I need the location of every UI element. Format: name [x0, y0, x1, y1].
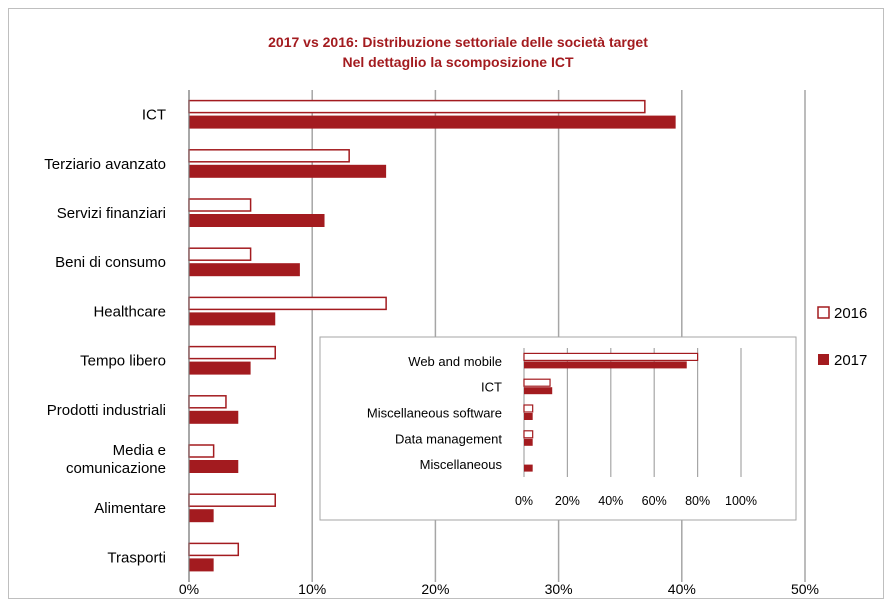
category-label: comunicazione [66, 460, 166, 477]
bar-2017 [189, 115, 676, 129]
bar-2016 [188, 149, 350, 163]
inset-category-label: Data management [395, 431, 502, 446]
category-label: Beni di consumo [55, 254, 166, 271]
bar-2016 [188, 493, 276, 507]
legend-label-2016: 2016 [834, 305, 867, 322]
chart-title: 2017 vs 2016: Distribuzione settoriale d… [268, 34, 648, 50]
inset-bar-2016 [523, 378, 551, 387]
bar-2016 [188, 444, 215, 458]
bar-2017 [189, 164, 387, 178]
x-tick-label: 40% [668, 581, 696, 597]
bar-2017 [189, 263, 300, 277]
inset-x-tick-label: 40% [598, 494, 623, 508]
bar-2016 [188, 296, 387, 311]
x-tick-label: 50% [791, 581, 819, 597]
bar-2017 [189, 361, 251, 375]
legend-label-2017: 2017 [834, 352, 867, 369]
bar-2017 [189, 214, 325, 227]
inset-bar-2017 [524, 413, 533, 420]
bar-2017 [189, 312, 276, 326]
x-tick-label: 0% [179, 581, 199, 597]
inset-bar-2016 [523, 430, 534, 439]
bar-2016 [188, 345, 276, 360]
bar-2017 [189, 410, 239, 424]
legend-swatch-2017 [818, 354, 829, 365]
bar-2017 [189, 509, 214, 523]
inset-category-label: Miscellaneous [420, 457, 503, 472]
category-label: Trasporti [107, 549, 166, 566]
inset-category-label: Web and mobile [408, 354, 502, 369]
inset-bar-2017 [524, 438, 533, 446]
x-tick-label: 10% [298, 581, 326, 597]
inset-x-tick-label: 20% [555, 494, 580, 508]
inset-x-tick-label: 100% [725, 494, 757, 508]
inset-category-label: ICT [481, 380, 502, 395]
category-label: ICT [142, 107, 166, 124]
inset-chart: 0% 20% 40% 60% 80% 100% Web and mobile ICT Misce… [319, 336, 797, 521]
legend-swatch-2016 [817, 306, 830, 319]
bar-2016 [188, 99, 646, 114]
category-label: Servizi finanziari [57, 205, 166, 222]
inset-x-tick-label: 0% [515, 494, 533, 508]
category-label: Prodotti industriali [47, 402, 166, 419]
category-label: Tempo libero [80, 353, 166, 370]
category-label: Healthcare [93, 303, 166, 320]
legend: 2016 2017 [817, 305, 867, 369]
inset-bar-2016 [523, 352, 699, 361]
chart-subtitle: Nel dettaglio la scomposizione ICT [342, 54, 573, 70]
category-label: Media e [113, 442, 166, 459]
x-tick-label: 20% [421, 581, 449, 597]
bar-2016 [188, 247, 252, 261]
inset-bar-2017 [524, 464, 533, 472]
inset-bar-2016 [523, 404, 534, 413]
bar-2016 [188, 395, 227, 409]
bar-2016 [188, 198, 252, 212]
inset-x-tick-label: 80% [685, 494, 710, 508]
bar-2017 [189, 558, 214, 572]
category-label: Alimentare [94, 500, 166, 517]
inset-x-tick-label: 60% [642, 494, 667, 508]
category-label: Terziario avanzato [44, 156, 166, 173]
main-plot: 0% 10% 20% 30% 40% 50% ICT Terziario avanzato Se… [44, 90, 819, 597]
inset-category-label: Miscellaneous software [367, 406, 502, 421]
inset-bar-2017 [524, 361, 687, 369]
inset-bar-2017 [524, 387, 553, 395]
x-tick-label: 30% [545, 581, 573, 597]
bar-2017 [189, 460, 239, 473]
bar-2016 [188, 542, 240, 557]
